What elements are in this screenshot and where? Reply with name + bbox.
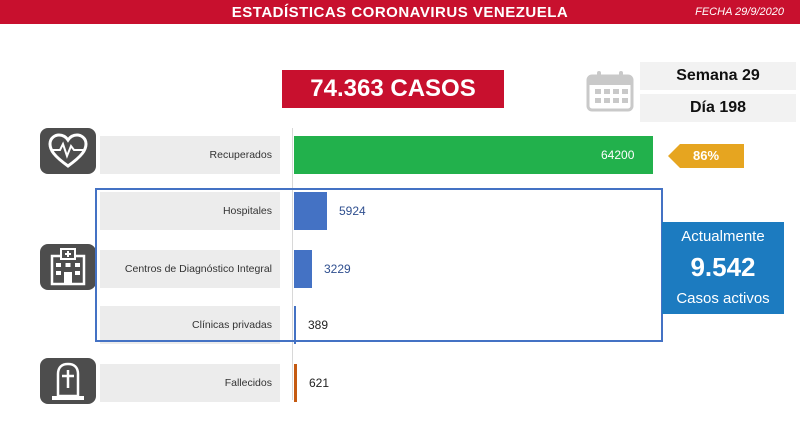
active-cases-value: 9.542 [690,252,756,282]
bar-hospitales [294,192,327,230]
bar-fallecidos [294,364,297,402]
value-label-fallecidos: 621 [309,376,330,390]
hospital-icon [40,244,96,290]
category-label-recuperados: Recuperados [100,136,280,174]
recovered-percent-value: 86% [692,148,720,163]
tombstone-icon [40,358,96,404]
bar-cdi [294,250,312,288]
chart-axis-line [292,128,293,400]
week-label: Semana 29 [640,62,796,90]
bar-clinicas [294,306,296,344]
bar-recuperados [294,136,653,174]
active-cases-line2: Casos activos [676,290,770,307]
active-cases-group-frame [95,188,663,342]
calendar-icon [586,70,634,117]
value-label-clinicas: 389 [308,318,329,332]
active-cases-box: Actualmente 9.542 Casos activos [662,222,784,314]
value-label-cdi: 3229 [324,262,351,276]
heart-pulse-icon [40,128,96,174]
value-label-recuperados: 64200 [601,148,635,162]
report-date: FECHA 29/9/2020 [695,6,784,18]
category-label-hospitales: Hospitales [100,192,280,230]
day-label: Día 198 [640,94,796,122]
recovered-percent-badge: 86% [668,144,744,168]
category-label-cdi: Centros de Diagnóstico Integral [100,250,280,288]
page-title: ESTADÍSTICAS CORONAVIRUS VENEZUELA [231,4,569,21]
header-bar: ESTADÍSTICAS CORONAVIRUS VENEZUELA FECHA… [0,0,800,24]
total-cases-badge: 74.363 CASOS [282,70,504,108]
category-label-clinicas: Clínicas privadas [100,306,280,344]
active-cases-line1: Actualmente [681,228,765,245]
value-label-hospitales: 5924 [339,204,366,218]
category-label-fallecidos: Fallecidos [100,364,280,402]
